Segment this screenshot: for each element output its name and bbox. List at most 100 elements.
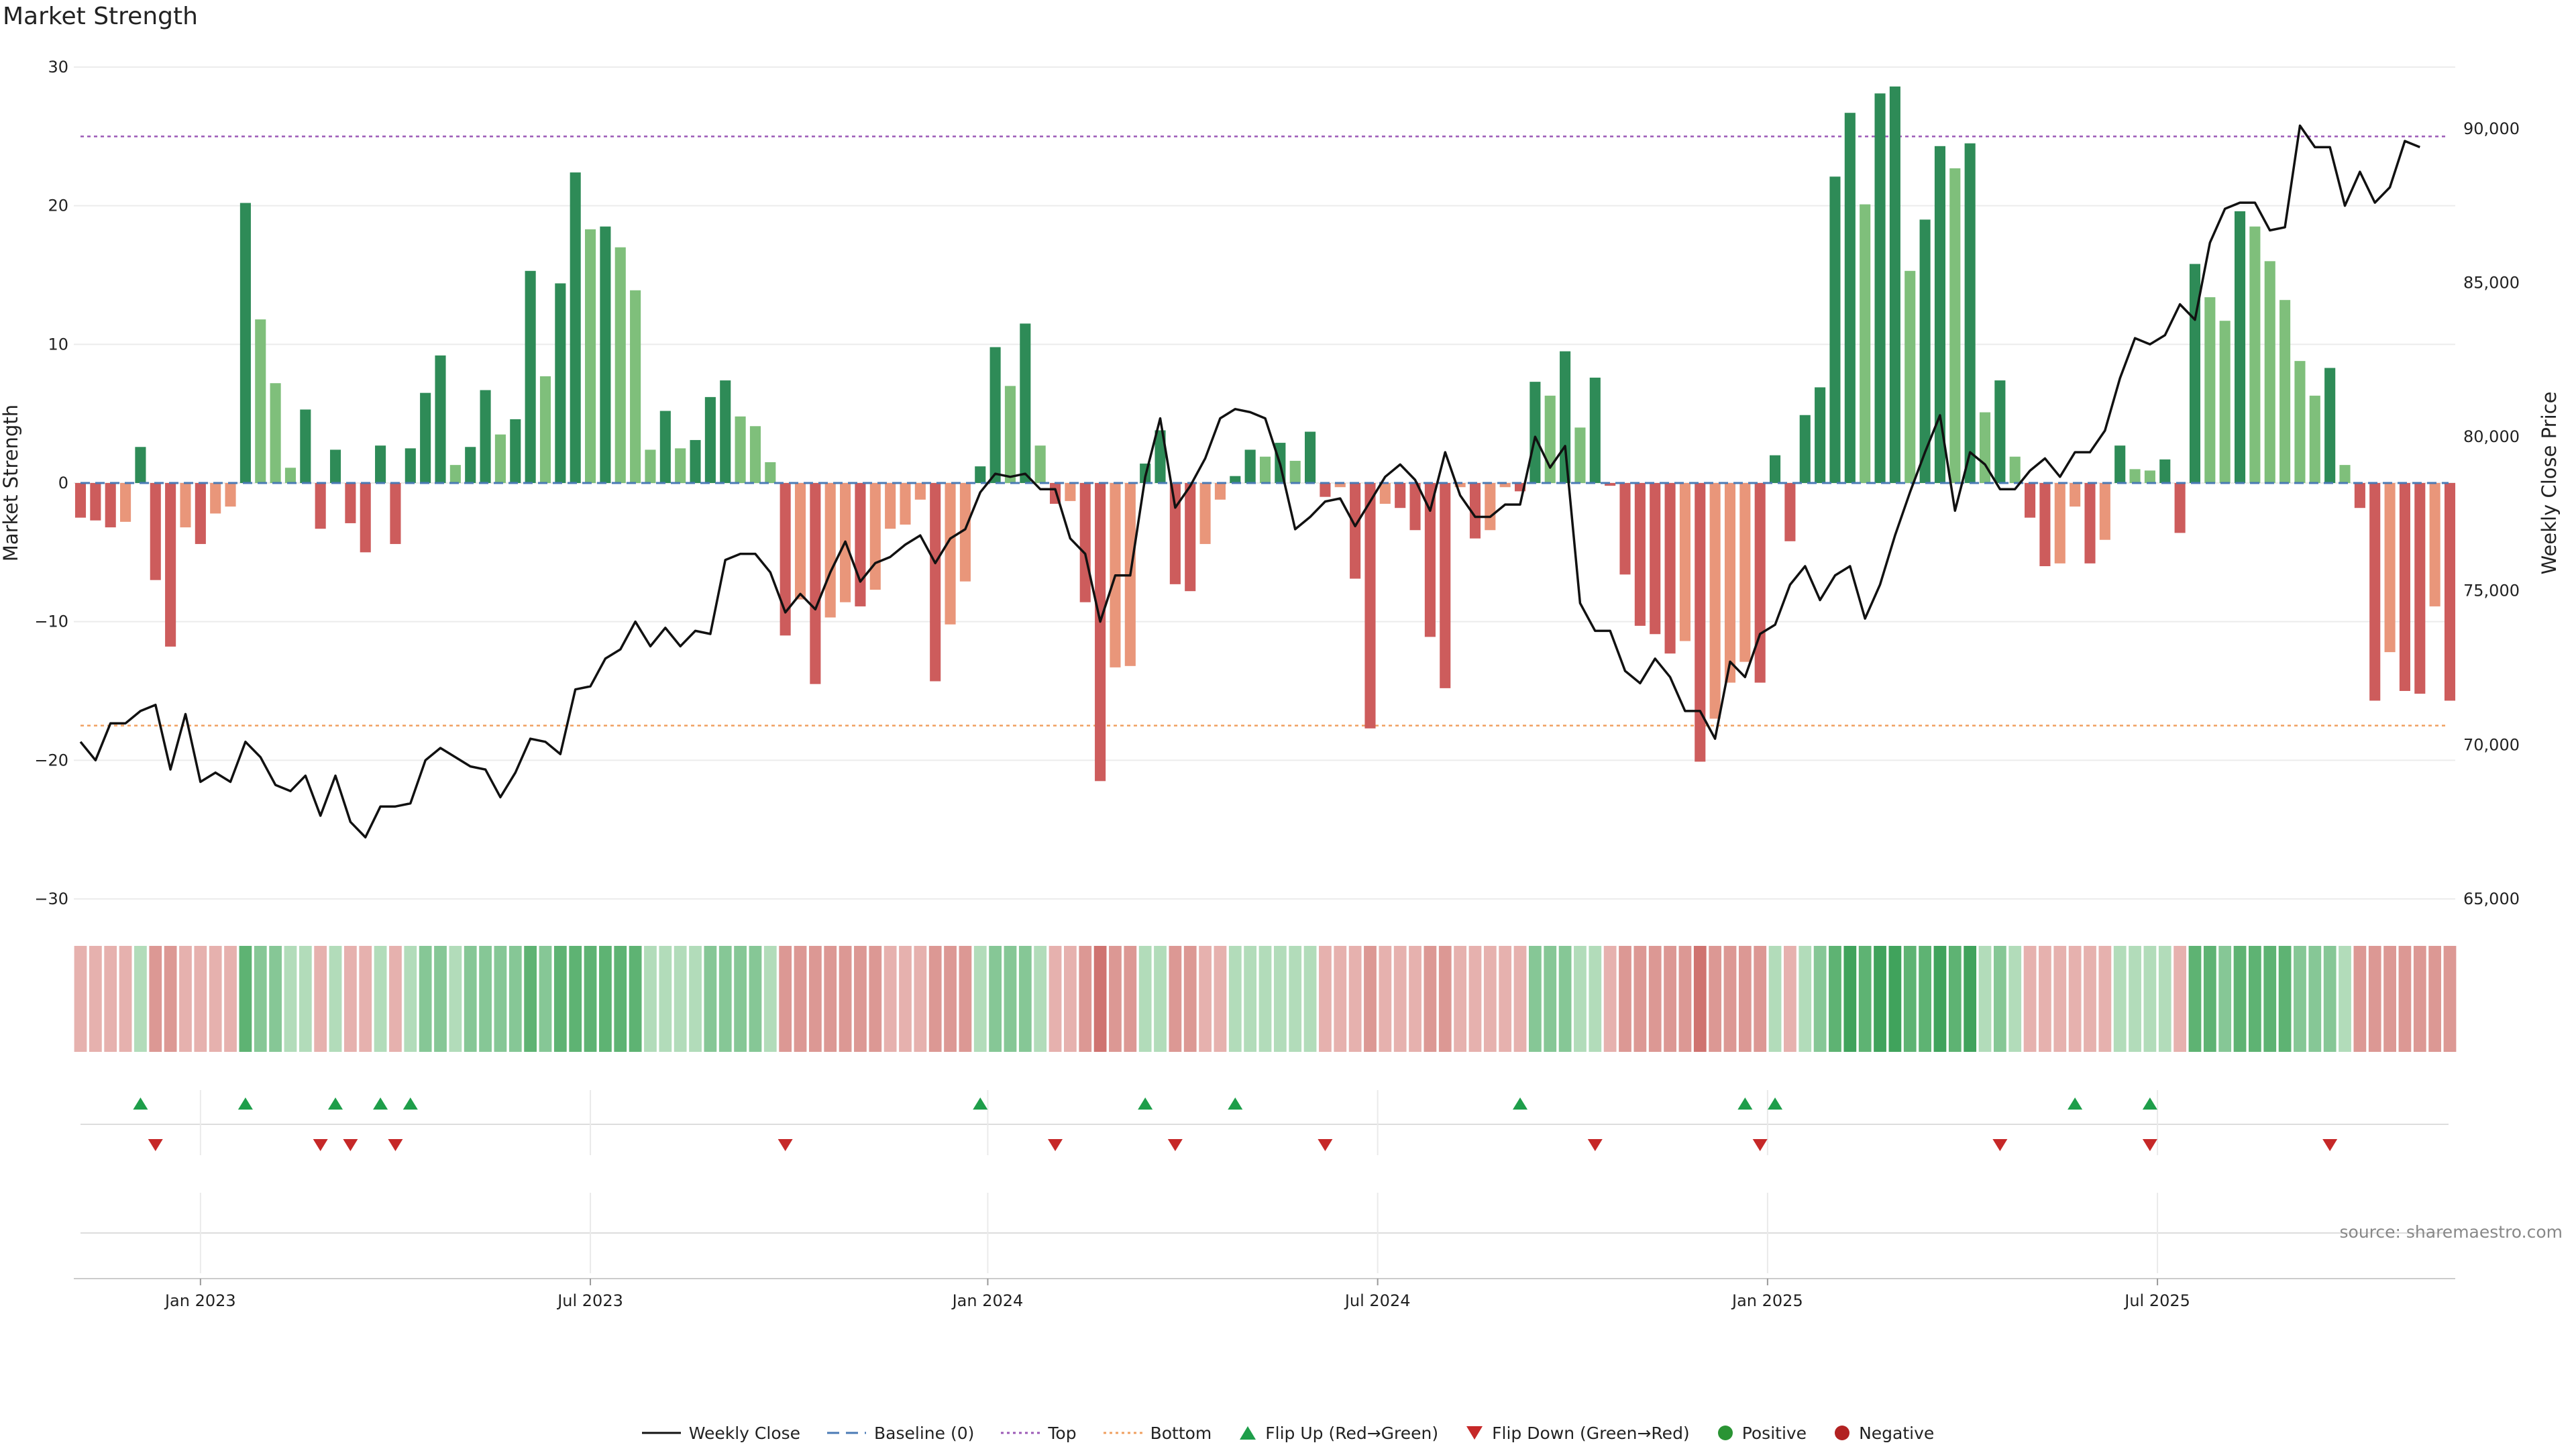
- strength-bar: [1844, 113, 1856, 483]
- strength-bar: [195, 483, 206, 544]
- heat-cell: [1919, 946, 1931, 1052]
- strength-bar: [1815, 387, 1826, 483]
- heat-cell: [1978, 946, 1992, 1052]
- heat-cell: [1723, 946, 1737, 1052]
- strength-bar: [914, 483, 926, 500]
- flip-up-marker: [328, 1097, 343, 1110]
- heat-cell: [869, 946, 882, 1052]
- strength-bar: [1934, 146, 1945, 484]
- heat-cell: [1754, 946, 1767, 1052]
- legend-dotted-icon: [1103, 1432, 1142, 1434]
- legend-label: Positive: [1741, 1423, 1807, 1443]
- flip-down-marker: [1992, 1139, 2008, 1151]
- legend-dash-icon: [827, 1432, 867, 1434]
- heat-cell: [674, 946, 687, 1052]
- heat-cell: [1888, 946, 1902, 1052]
- strength-bar: [405, 448, 416, 483]
- heat-cell: [1093, 946, 1107, 1052]
- heat-cell: [808, 946, 822, 1052]
- dot-icon: [1717, 1426, 1733, 1440]
- strength-bar: [1574, 427, 1586, 483]
- flip-down-marker: [2142, 1139, 2157, 1151]
- strength-bar: [2039, 483, 2051, 566]
- heat-cell: [1454, 946, 1466, 1052]
- heat-cell: [314, 946, 327, 1052]
- legend-dotted-icon: [1001, 1432, 1040, 1434]
- heat-cell: [1064, 946, 1077, 1052]
- heat-cell: [1948, 946, 1962, 1052]
- strength-bar: [614, 247, 626, 483]
- strength-bar: [1650, 483, 1661, 635]
- strength-bar: [284, 468, 297, 483]
- heat-cell: [2339, 946, 2351, 1052]
- heat-cell: [2308, 946, 2322, 1052]
- flip-down-marker: [1048, 1139, 1063, 1151]
- chart-svg: 30 20 10 0 −10 −20 −30 90,000 85,000 80,000 75,000…: [0, 58, 2561, 1310]
- strength-bar: [2219, 321, 2231, 483]
- strength-bar: [2129, 469, 2141, 483]
- heat-cell: [284, 946, 297, 1052]
- strength-bar: [120, 483, 131, 522]
- strength-bar: [525, 270, 536, 483]
- strength-bar: [180, 483, 191, 528]
- strength-bar: [704, 396, 716, 483]
- legend-label: Negative: [1859, 1423, 1935, 1443]
- heat-cell: [553, 946, 567, 1052]
- heat-cell: [1124, 946, 1137, 1052]
- heat-cell: [599, 946, 612, 1052]
- strength-bar: [1619, 483, 1631, 575]
- strength-bar: [989, 347, 1001, 483]
- heat-cell: [854, 946, 867, 1052]
- heat-cell: [839, 946, 852, 1052]
- y2-tick-label: 65,000: [2463, 890, 2520, 908]
- heat-cell: [1993, 946, 2006, 1052]
- strength-bar: [1724, 483, 1736, 683]
- strength-bar: [1199, 483, 1211, 544]
- strength-bar: [1770, 455, 1781, 483]
- heat-cell: [1903, 946, 1917, 1052]
- strength-bar: [1424, 483, 1436, 637]
- strength-bar: [1409, 483, 1421, 531]
- strength-bar: [824, 483, 836, 618]
- strength-bar: [1860, 204, 1871, 483]
- heat-cell: [2383, 946, 2396, 1052]
- strength-bar: [270, 383, 281, 483]
- strength-bar: [1214, 483, 1226, 500]
- heat-cell: [2398, 946, 2412, 1052]
- flip-down-marker: [1167, 1139, 1183, 1151]
- heat-cell: [1619, 946, 1631, 1052]
- heat-cell: [2233, 946, 2247, 1052]
- heat-cell: [1738, 946, 1752, 1052]
- strength-bar: [239, 203, 251, 483]
- strength-bar: [780, 483, 791, 636]
- strength-bar: [105, 483, 116, 528]
- strength-bar: [1964, 143, 1976, 483]
- heat-cell: [1558, 946, 1572, 1052]
- heat-cell: [1709, 946, 1722, 1052]
- legend-negative: Negative: [1833, 1424, 1934, 1443]
- flip-down-marker: [1318, 1139, 1333, 1151]
- x-tick-label: Jan 2024: [951, 1291, 1024, 1310]
- heat-cell: [1334, 946, 1347, 1052]
- heat-cell: [928, 946, 942, 1052]
- flip-up-marker: [2142, 1097, 2157, 1110]
- heat-cell: [419, 946, 432, 1052]
- strength-bar: [2384, 483, 2396, 653]
- strength-bar: [300, 409, 311, 483]
- heat-cell: [179, 946, 192, 1052]
- heat-cell: [2039, 946, 2051, 1052]
- dot-icon: [1835, 1426, 1850, 1440]
- strength-bar: [2025, 483, 2036, 518]
- strength-bar: [1020, 323, 1031, 483]
- heat-cell: [689, 946, 702, 1052]
- heat-cell: [1544, 946, 1557, 1052]
- strength-bar: [2369, 483, 2381, 701]
- strength-bar: [2099, 483, 2110, 540]
- heat-cell: [1589, 946, 1602, 1052]
- strength-bar: [1185, 483, 1196, 592]
- strength-bar: [1305, 431, 1316, 483]
- strength-bar: [1469, 483, 1481, 539]
- heat-cell: [1468, 946, 1482, 1052]
- heat-cell: [794, 946, 807, 1052]
- strength-bar: [2070, 483, 2081, 507]
